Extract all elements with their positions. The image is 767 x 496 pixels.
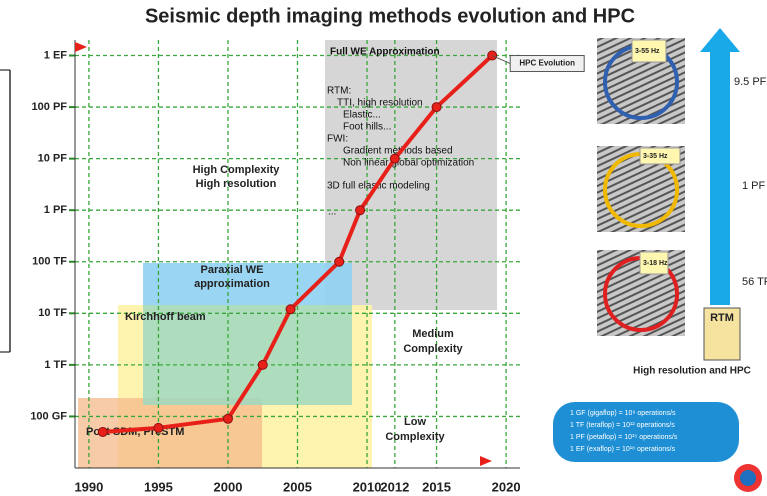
y-tick-label: 10 PF [38,153,68,165]
annotation: Non linear global optimization [343,158,474,169]
annotation: High resolution [196,178,277,190]
rtm-label: RTM [710,312,734,324]
annotation: FWI: [327,134,348,145]
data-point [431,102,442,113]
annotation: High Complexity [193,164,281,176]
data-point [355,205,366,216]
level-label: 1 PF [742,180,766,192]
x-tick-label: 1990 [74,479,103,494]
band-label-box [631,39,667,63]
band-label: 3-55 Hz [635,48,660,55]
unit-def: 1 PF (petaflop) = 10¹⁵ operations/s [570,434,678,441]
data-point [153,422,164,433]
band-label-box [639,251,669,275]
caption: High resolution and HPC [633,366,751,377]
x-tick-label: 2020 [492,479,521,494]
unit-def: 1 TF (teraflop) = 10¹² operations/s [570,422,675,429]
annotation: TTI, high resolution [337,98,423,109]
x-tick-label: 2012 [380,479,409,494]
x-tick-label: 2005 [283,479,312,494]
axis-arrow [480,456,492,466]
y-tick-label: 1 TF [44,359,67,371]
callout-line [491,55,511,64]
x-tick-label: 2000 [214,479,243,494]
annotation: ... [328,207,336,218]
annotation: Medium [412,328,454,340]
evolution-arrow [700,28,740,305]
annotation: Foot hills... [343,122,391,133]
data-point [257,359,268,370]
annotation: approximation [194,278,270,290]
annotation: Kirchhoff beam [125,311,206,323]
y-tick-label: 100 TF [32,256,67,268]
band-label: 3-35 Hz [643,153,668,160]
series-line [102,54,494,434]
legend-box [509,55,585,73]
y-tick-label: 100 PF [32,101,68,113]
y-tick-label: 1 PF [44,204,68,216]
x-tick-label: 1995 [144,479,173,494]
unit-def: 1 EF (exaflop) = 10¹⁸ operations/s [570,446,676,453]
annotation: Elastic... [343,110,381,121]
annotation: Complexity [403,343,463,355]
level-label: 56 TF [742,276,767,288]
side-panel: 3-55 Hz 3-35 Hz 3-18 Hz 9.5 PF 1 PF 56 T… [553,28,767,492]
x-tick-label: 2010 [353,479,382,494]
band-label-box [639,147,681,165]
y-tick-label: 100 GF [30,410,67,422]
region-full-we [325,40,497,310]
annotation: Gradient methods based [343,146,453,157]
annotation: Complexity [385,431,445,443]
data-point [389,153,400,164]
units-box [553,402,739,462]
x-tick-label: 2015 [422,479,451,494]
regions [78,40,497,468]
data-point [97,426,108,437]
chart-title: Seismic depth imaging methods evolution … [145,5,635,27]
annotation: Full WE Approximation [330,47,440,58]
logo [740,470,756,486]
rtm-cube [703,307,741,361]
y-tick-label: 1 EF [44,49,68,61]
legend-label: HPC Evolution [519,59,575,68]
axis-arrow [75,42,87,52]
level-label: 9.5 PF [734,76,767,88]
y-tick-label: 10 TF [38,307,67,319]
band-label: 3-18 Hz [643,260,668,267]
data-point [334,256,345,267]
data-point [285,304,296,315]
annotation: Paraxial WE [201,264,264,276]
annotation: RTM: [327,86,351,97]
unit-def: 1 GF (gigaflop) = 10⁹ operations/s [570,410,676,417]
data-point [222,413,233,424]
annotation: Low [404,416,426,428]
